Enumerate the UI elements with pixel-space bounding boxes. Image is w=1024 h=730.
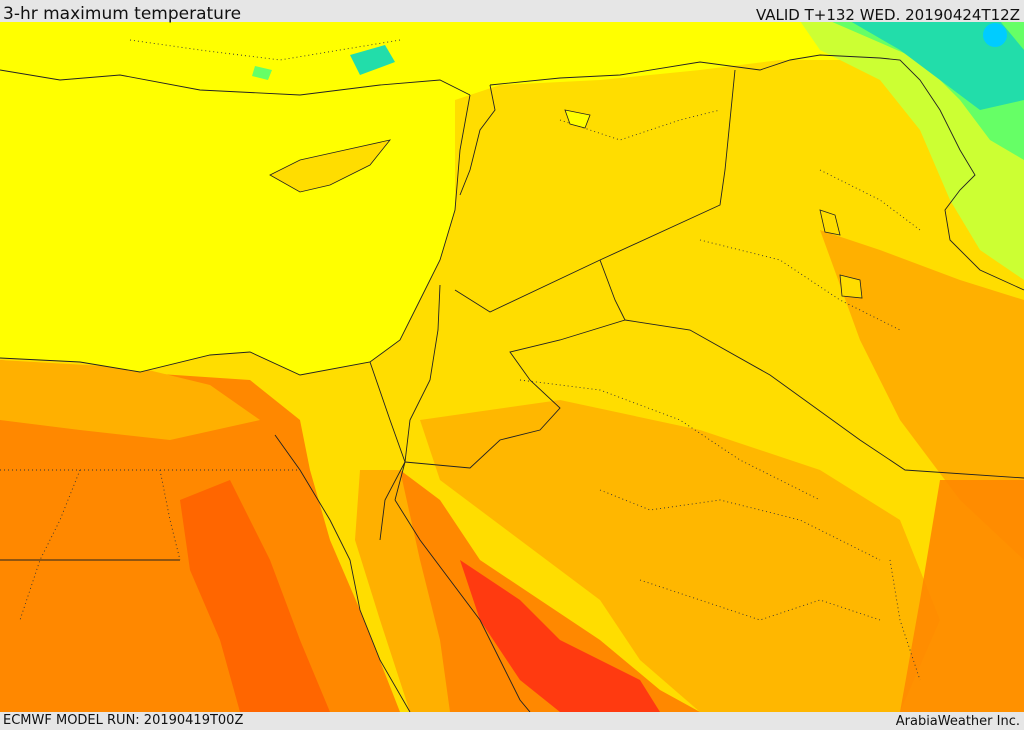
coastlines <box>0 69 531 712</box>
coldest-spot <box>983 23 1007 47</box>
map-footer: ECMWF MODEL RUN: 20190419T00Z ArabiaWeat… <box>0 712 1024 729</box>
map-title: 3-hr maximum temperature <box>3 4 242 24</box>
hot-zone-hejaz <box>400 470 700 712</box>
model-run: ECMWF MODEL RUN: 20190419T00Z <box>3 713 244 728</box>
warm-zone-sinai <box>0 360 260 440</box>
cool-spots-turkey <box>350 45 395 75</box>
lake-tharthar <box>819 209 841 236</box>
warmer-zone-interior <box>420 400 940 712</box>
lake-razazza <box>839 274 863 299</box>
mediterranean-sea <box>0 70 470 375</box>
map-header: 3-hr maximum temperature VALID T+132 WED… <box>0 0 1024 24</box>
valid-time: VALID T+132 WED. 20190424T12Z <box>755 6 1020 24</box>
hotter-zone-nile <box>180 480 330 712</box>
hottest-zone-hejaz <box>460 560 660 712</box>
province-borders <box>0 39 921 681</box>
country-borders <box>0 54 1024 561</box>
temperature-map[interactable] <box>0 21 1024 712</box>
credit-label: ArabiaWeather Inc. <box>895 714 1020 729</box>
cooler-zone-zagros <box>850 21 1024 110</box>
warmer-zone-iraq <box>820 230 1024 560</box>
cool-spot-turkey-2 <box>252 66 272 80</box>
cyprus <box>269 139 392 193</box>
map-canvas <box>0 21 1024 712</box>
hot-zone-red-sea-coast <box>355 470 450 712</box>
hot-zone-gulf <box>900 480 1024 712</box>
lake-assad <box>564 109 591 129</box>
